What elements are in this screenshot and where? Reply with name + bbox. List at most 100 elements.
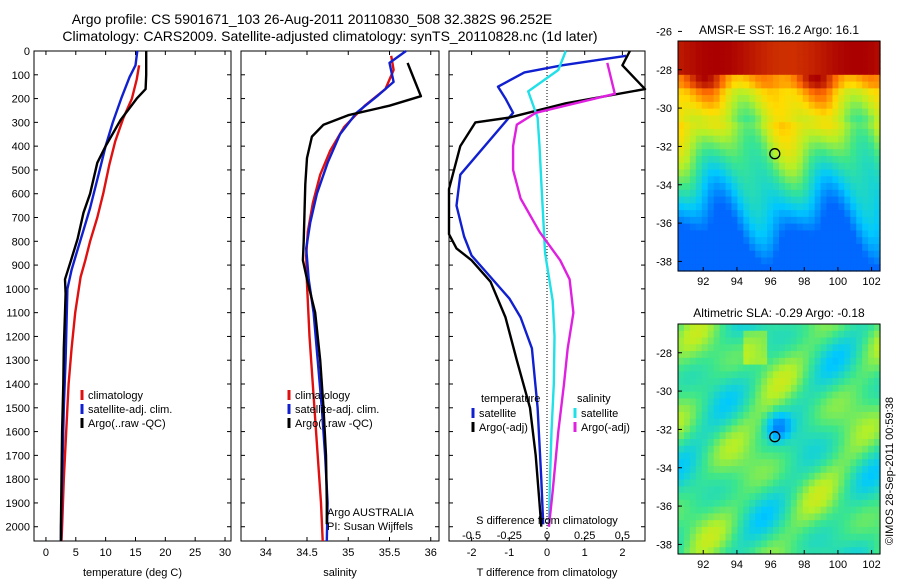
map-cell <box>725 445 733 454</box>
map-cell <box>790 411 798 420</box>
map-cell <box>767 95 774 103</box>
map-cell <box>868 237 875 245</box>
map-cell <box>790 122 798 130</box>
map-cell <box>683 122 691 130</box>
map-cell <box>784 357 792 366</box>
map-cell <box>737 472 744 481</box>
map-cell <box>784 540 792 548</box>
map-cell <box>844 398 851 406</box>
map-cell <box>695 243 703 252</box>
x-tick-label: 20 <box>159 547 171 559</box>
map-cell <box>832 324 840 332</box>
map-cell <box>814 142 822 150</box>
map-cell <box>779 337 786 345</box>
map-cell <box>689 95 697 103</box>
map-cell <box>761 216 768 225</box>
map-cell <box>713 223 721 232</box>
map-cell <box>761 196 768 204</box>
map-cell <box>850 95 857 103</box>
map-cell <box>683 513 691 521</box>
map-cell <box>731 337 739 345</box>
map-cell <box>695 398 703 406</box>
map-frame <box>677 40 881 272</box>
map-cell <box>868 398 875 406</box>
map-cell <box>832 493 840 501</box>
map-cell <box>779 445 786 454</box>
map-cell <box>755 432 762 440</box>
map-cell <box>731 432 739 440</box>
map-cell <box>790 156 798 164</box>
map-cell <box>707 243 715 252</box>
map-cell <box>749 264 756 272</box>
map-cell <box>683 479 691 487</box>
map-cell <box>779 411 786 420</box>
map-cell <box>725 466 733 474</box>
map-cell <box>689 74 697 83</box>
map-cell <box>784 506 792 515</box>
map-cell <box>725 391 733 400</box>
map-cell <box>749 169 756 177</box>
map-cell <box>713 169 721 177</box>
map-cell <box>868 351 875 359</box>
map-cell <box>737 398 744 406</box>
map-cell <box>832 520 840 528</box>
map-cell <box>773 203 780 211</box>
map-cell <box>874 378 881 386</box>
map-cell <box>862 405 869 413</box>
map-cell <box>755 486 762 494</box>
map-cell <box>707 101 715 110</box>
map-cell <box>808 418 816 427</box>
map-cell <box>832 189 840 198</box>
map-cell <box>838 81 845 89</box>
map-cell <box>749 425 756 433</box>
map-cell <box>707 128 715 137</box>
map-cell <box>779 250 786 259</box>
map-cell <box>814 486 822 494</box>
map-cell <box>832 74 840 83</box>
map-cell <box>796 128 804 137</box>
map-cell <box>790 364 798 372</box>
map-cell <box>761 499 768 508</box>
map-cell <box>707 54 715 62</box>
y-tick-label: 700 <box>12 213 30 225</box>
map-cell <box>874 445 881 454</box>
map-cell <box>755 351 762 359</box>
map-cell <box>862 156 869 164</box>
map-cell <box>767 520 774 528</box>
map-cell <box>713 357 721 366</box>
map-cell <box>719 216 727 225</box>
x-tick-label: 34.5 <box>296 547 317 559</box>
map-cell <box>725 411 733 420</box>
map-cell <box>695 547 703 555</box>
map-cell <box>856 68 863 76</box>
map-cell <box>707 378 715 386</box>
map-cell <box>862 351 869 359</box>
map-y-tick-label: -36 <box>656 218 672 230</box>
map-cell <box>767 445 774 454</box>
map-cell <box>856 405 863 413</box>
map-cell <box>779 459 786 467</box>
map-cell <box>725 176 733 184</box>
map-cell <box>707 384 715 393</box>
map-cell <box>749 95 756 103</box>
map-cell <box>779 493 786 501</box>
map-cell <box>713 364 721 372</box>
map-cell <box>701 479 709 487</box>
map-cell <box>737 74 744 83</box>
map-cell <box>713 156 721 164</box>
map-cell <box>678 391 685 400</box>
plot-frame <box>448 50 646 542</box>
map-cell <box>701 101 709 110</box>
x-tick-label: 35 <box>342 547 354 559</box>
map-cell <box>850 371 857 379</box>
map-cell <box>689 344 697 352</box>
map-cell <box>868 68 875 76</box>
map-cell <box>868 344 875 352</box>
map-cell <box>868 411 875 420</box>
map-cell <box>761 466 768 474</box>
map-cell <box>743 371 750 379</box>
map-cell <box>820 41 828 49</box>
map-cell <box>701 493 709 501</box>
y-tick-label: 0 <box>24 46 30 58</box>
map-cell <box>796 513 804 521</box>
